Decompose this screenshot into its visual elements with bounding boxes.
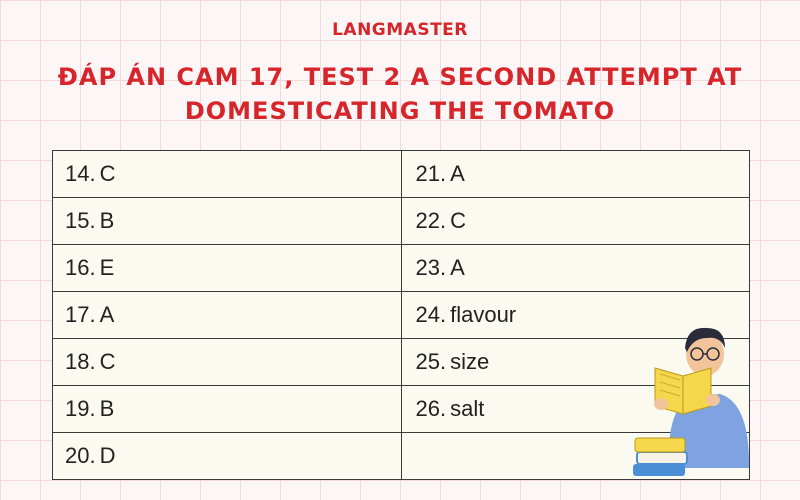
question-number: 16. xyxy=(65,255,96,280)
table-row: 20. D xyxy=(52,432,750,480)
page-title: ĐÁP ÁN CAM 17, TEST 2 A SECOND ATTEMPT A… xyxy=(57,63,743,125)
answer-cell-right: 22. C xyxy=(400,197,750,245)
answer-value: E xyxy=(99,255,115,280)
answer-value: size xyxy=(450,349,490,374)
answer-value: C xyxy=(99,161,116,186)
table-row: 15. B 22. C xyxy=(52,197,750,245)
answer-cell-right: 24. flavour xyxy=(400,291,750,339)
question-number: 20. xyxy=(65,443,96,468)
answer-value: B xyxy=(99,208,115,233)
question-number: 26. xyxy=(415,396,447,421)
question-number: 17. xyxy=(65,302,96,327)
question-number: 24. xyxy=(415,302,447,327)
question-number: 21. xyxy=(415,161,447,186)
answer-cell-left: 18. C xyxy=(52,338,402,386)
answer-cell-right: 21. A xyxy=(400,150,750,198)
question-number: 19. xyxy=(65,396,96,421)
answer-value: salt xyxy=(450,396,485,421)
question-number: 25. xyxy=(415,349,447,374)
question-number: 15. xyxy=(65,208,96,233)
answer-value: flavour xyxy=(450,302,517,327)
answer-cell-right: 23. A xyxy=(400,244,750,292)
answer-cell-left: 16. E xyxy=(52,244,402,292)
answer-cell-left: 19. B xyxy=(52,385,402,433)
answer-value: A xyxy=(450,255,465,280)
answer-cell-left: 14. C xyxy=(52,150,402,198)
question-number: 14. xyxy=(65,161,96,186)
question-number: 18. xyxy=(65,349,96,374)
answer-value: A xyxy=(450,161,465,186)
answer-value: C xyxy=(99,349,116,374)
answer-value: B xyxy=(99,396,115,421)
person-reading-book-icon xyxy=(633,327,750,476)
question-number: 23. xyxy=(415,255,447,280)
question-number: 22. xyxy=(415,208,447,233)
answer-value: C xyxy=(450,208,466,233)
answer-cell-left: 15. B xyxy=(52,197,402,245)
table-row: 14. C 21. A xyxy=(52,150,750,198)
table-row: 16. E 23. A xyxy=(52,244,750,292)
answer-cell-left: 20. D xyxy=(52,432,402,480)
answer-cell-left: 17. A xyxy=(52,291,402,339)
answer-value: D xyxy=(99,443,116,468)
brand-logo: LANGMASTER xyxy=(332,20,468,40)
answer-value: A xyxy=(99,302,115,327)
answer-table: 14. C 21. A 15. B 22. C 16. E 23. A 17. A 24. flavour 18… xyxy=(52,150,750,480)
table-row: 17. A 24. flavour xyxy=(52,291,750,339)
